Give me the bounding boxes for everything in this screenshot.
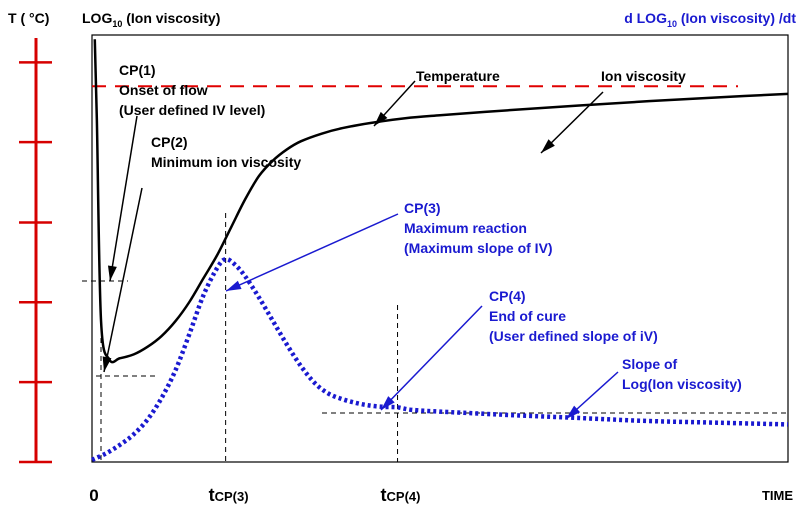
ion-viscosity-series: [93, 39, 789, 364]
temperature-arrow-head: [374, 111, 388, 126]
ion-viscosity-slope-series: [91, 256, 789, 462]
cp3-arrow-shaft: [225, 213, 399, 292]
annotation-cp1-line-3: (User defined IV level): [119, 102, 265, 118]
x-tick-label-1: tCP(3): [209, 485, 249, 505]
annotation-cp1-line-1: CP(1): [119, 62, 156, 78]
x-tick-label-1-main: t: [209, 485, 215, 505]
annotation-cp4-line-1: CP(4): [489, 288, 526, 304]
x-tick-label-0: 0: [89, 486, 98, 505]
annotation-temperature-line-1: Temperature: [416, 68, 500, 84]
right-axis-label: d LOG10 (Ion viscosity) /dt: [624, 10, 796, 29]
x-tick-label-2-subscript: CP(4): [387, 489, 421, 504]
cp3-arrow-head: [226, 280, 242, 291]
left-axis-label-rest: (Ion viscosity): [122, 10, 220, 26]
annotation-slope-line-1: Slope of: [622, 356, 678, 372]
annotation-cp2-line-1: CP(2): [151, 134, 188, 150]
slope-arrow-head: [566, 405, 581, 419]
ion-viscosity-arrow-head: [541, 139, 555, 153]
cp1-arrow-head: [107, 265, 117, 281]
right-axis-label-rest: (Ion viscosity) /dt: [677, 10, 796, 26]
annotation-slope-line-2: Log(Ion viscosity): [622, 376, 742, 392]
annotation-cp3-line-2: Maximum reaction: [404, 220, 527, 236]
x-tick-label-2-main: t: [381, 485, 387, 505]
x-tick-label-2: tCP(4): [381, 485, 421, 505]
left-axis-label-main: LOG: [82, 10, 112, 26]
annotation-cp3-line-3: (Maximum slope of IV): [404, 240, 553, 256]
annotation-ionvisc-line-1: Ion viscosity: [601, 68, 686, 84]
cp4-arrow-head: [381, 396, 395, 410]
cp2-arrow-head: [102, 356, 112, 372]
annotation-cp2-line-2: Minimum ion viscosity: [151, 154, 301, 170]
temperature-axis-label: T ( °C): [8, 10, 49, 26]
annotation-cp3-line-1: CP(3): [404, 200, 441, 216]
right-axis-label-main: d LOG: [624, 10, 667, 26]
x-tick-label-1-subscript: CP(3): [215, 489, 249, 504]
left-axis-label: LOG10 (Ion viscosity): [82, 10, 220, 29]
right-axis-label-subscript: 10: [667, 19, 677, 29]
cp1-arrow-shaft: [109, 115, 138, 282]
annotation-cp4-line-3: (User defined slope of iV): [489, 328, 658, 344]
cp2-arrow-shaft: [103, 187, 143, 373]
annotation-cp1-line-2: Onset of flow: [119, 82, 208, 98]
x-tick-label-0-main: 0: [89, 486, 98, 505]
plot-frame: [91, 34, 789, 463]
annotation-cp4-line-2: End of cure: [489, 308, 566, 324]
cp4-arrow-shaft: [380, 305, 483, 411]
x-axis-label: TIME: [762, 488, 793, 503]
left-axis-label-subscript: 10: [112, 19, 122, 29]
